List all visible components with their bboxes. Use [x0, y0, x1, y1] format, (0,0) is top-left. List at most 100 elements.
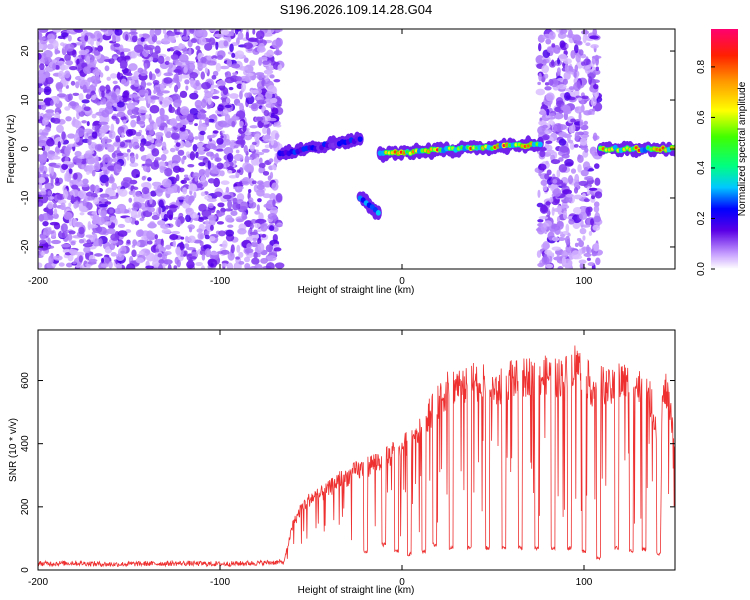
noise-blob: [275, 193, 283, 203]
noise-blob: [218, 85, 226, 90]
noise-blob: [162, 29, 167, 35]
noise-blob: [238, 260, 245, 265]
noise-blob: [137, 109, 148, 114]
noise-blob: [226, 153, 234, 163]
noise-blob: [66, 29, 74, 34]
noise-blob: [107, 144, 115, 153]
noise-blob: [189, 151, 196, 161]
noise-blob: [251, 180, 257, 185]
noise-blob: [225, 214, 233, 223]
noise-blob: [87, 196, 95, 201]
noise-blob: [535, 88, 546, 96]
x-tick-label: 0: [399, 577, 405, 588]
noise-blob: [62, 161, 73, 165]
noise-blob: [261, 233, 267, 238]
noise-blob: [159, 108, 165, 118]
noise-blob: [579, 227, 587, 235]
noise-blob: [594, 177, 601, 186]
noise-blob: [161, 253, 167, 261]
noise-blob: [580, 99, 585, 105]
noise-blob: [244, 248, 254, 254]
noise-blob: [575, 40, 583, 46]
noise-blob: [228, 175, 238, 179]
noise-blob: [147, 222, 157, 229]
noise-blob: [50, 196, 55, 200]
colorbar-ticks: 0.0 0.2 0.4 0.6 0.8: [696, 60, 715, 276]
noise-blob: [171, 154, 181, 164]
noise-blob: [206, 143, 217, 150]
noise-blob: [39, 63, 45, 71]
noise-blob: [151, 148, 160, 157]
noise-blob: [98, 203, 109, 208]
colorbar-gradient: [711, 29, 738, 269]
noise-blob: [161, 90, 170, 94]
noise-blob: [39, 132, 48, 136]
noise-blob: [65, 116, 72, 122]
noise-blob: [176, 106, 182, 116]
noise-blob: [156, 40, 162, 45]
noise-blob: [201, 81, 211, 90]
noise-blob: [100, 210, 107, 218]
noise-blob: [199, 130, 206, 136]
noise-blob: [58, 88, 63, 93]
noise-blob: [52, 63, 57, 71]
noise-blob: [192, 172, 200, 179]
noise-blob: [119, 60, 128, 69]
noise-blob: [584, 147, 589, 153]
noise-blob: [93, 59, 97, 65]
noise-blob: [109, 195, 119, 200]
noise-blob: [57, 141, 61, 148]
noise-blob: [592, 29, 598, 36]
noise-blob: [259, 157, 263, 164]
noise-blob: [69, 248, 74, 255]
noise-blob: [580, 61, 586, 66]
noise-blob: [255, 30, 265, 40]
noise-blob: [595, 57, 599, 66]
noise-blob: [189, 77, 194, 85]
noise-blob: [197, 112, 207, 120]
noise-blob: [70, 241, 76, 246]
x-tick-label: 0: [399, 276, 405, 287]
noise-blob: [158, 259, 165, 264]
noise-blob: [207, 134, 216, 139]
noise-blob: [150, 137, 155, 144]
noise-blob: [256, 204, 260, 212]
noise-blob: [144, 63, 148, 71]
noise-blob: [188, 183, 198, 192]
noise-blob: [133, 82, 140, 87]
noise-blob: [64, 53, 71, 62]
noise-blob: [212, 130, 219, 134]
noise-blob: [263, 203, 273, 209]
noise-blob: [104, 138, 113, 143]
noise-blob: [586, 244, 590, 254]
noise-blob: [565, 244, 572, 253]
noise-blob: [589, 35, 599, 40]
noise-blob: [268, 158, 274, 163]
noise-blob: [38, 111, 41, 120]
noise-blob: [207, 160, 211, 170]
noise-blob: [208, 37, 216, 46]
noise-blob: [194, 123, 198, 127]
noise-blob: [126, 263, 136, 269]
noise-blob: [86, 239, 92, 244]
noise-blob: [135, 257, 145, 264]
noise-blob: [210, 84, 215, 94]
noise-blob: [46, 112, 55, 117]
noise-blob: [235, 256, 241, 260]
noise-blob: [556, 67, 561, 75]
noise-blob: [155, 134, 162, 141]
noise-blob: [144, 38, 150, 42]
noise-blob: [86, 120, 90, 127]
noise-blob: [565, 43, 569, 49]
noise-blob: [586, 190, 590, 195]
noise-blob: [172, 165, 181, 173]
noise-blob: [582, 193, 586, 198]
noise-blob: [112, 157, 118, 163]
noise-blob: [576, 237, 582, 242]
noise-blob: [535, 54, 545, 65]
noise-blob: [231, 116, 240, 120]
noise-blob: [86, 170, 90, 175]
noise-blob: [163, 126, 168, 135]
noise-blob: [258, 167, 264, 174]
noise-blob: [149, 29, 155, 37]
